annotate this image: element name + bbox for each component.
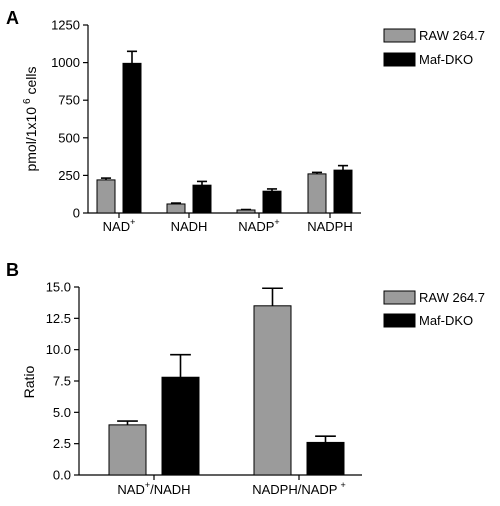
legend-label: RAW 264.7 [419, 28, 485, 43]
x-tick-sup: + [274, 217, 279, 227]
x-tick-sup: + [340, 480, 345, 490]
x-tick-label: NADPH/NADP + [252, 480, 346, 497]
legend-swatch [383, 28, 416, 43]
bar-raw-264-7 [307, 173, 327, 214]
x-tick-base: NADPH/NADP [252, 482, 337, 497]
x-tick-label: NADPH [307, 219, 353, 234]
y-tick-label: 7.5 [53, 374, 71, 389]
y-axis-label: Ratio [21, 365, 37, 398]
legend-swatch [383, 52, 416, 67]
y-axis-label-sup: 6 [22, 98, 33, 104]
bar-raw-264-7 [253, 305, 292, 476]
y-tick-label: 500 [58, 130, 80, 145]
x-tick-label: NADH [171, 219, 208, 234]
y-tick-label: 750 [58, 93, 80, 108]
x-tick-base: NADPH [307, 219, 353, 234]
bar-maf-dko [192, 184, 212, 214]
y-tick-label: 0 [73, 206, 80, 221]
x-tick-base: NADP [238, 219, 274, 234]
y-tick-label: 10.0 [46, 342, 71, 357]
y-tick-label: 5.0 [53, 405, 71, 420]
y-tick-label: 1250 [51, 18, 80, 33]
x-tick-sup: + [145, 480, 150, 490]
x-tick-base: NAD [117, 482, 144, 497]
panel-label: A [6, 8, 19, 28]
y-tick-label: 12.5 [46, 311, 71, 326]
y-axis-label-tail: cells [23, 66, 39, 98]
bar-maf-dko [333, 169, 353, 214]
x-tick-label: NAD+ [103, 217, 136, 234]
bar-maf-dko [262, 190, 282, 214]
bar-raw-264-7 [96, 179, 116, 214]
legend-label: RAW 264.7 [419, 290, 485, 305]
y-tick-label: 15.0 [46, 280, 71, 295]
x-tick-base: NADH [171, 219, 208, 234]
bar-raw-264-7 [108, 424, 147, 476]
legend-label: Maf-DKO [419, 52, 473, 67]
bar-raw-264-7 [166, 203, 186, 214]
y-tick-label: 250 [58, 168, 80, 183]
legend-swatch [383, 313, 416, 328]
x-tick-label: NAD+/NADH [117, 480, 190, 497]
bar-maf-dko [306, 441, 345, 476]
bar-maf-dko [122, 62, 142, 214]
y-tick-label: 1000 [51, 55, 80, 70]
x-tick-base: NAD [103, 219, 130, 234]
y-tick-label: 0.0 [53, 468, 71, 483]
y-axis-label-text: pmol/1x10 [23, 107, 39, 172]
legend-label: Maf-DKO [419, 313, 473, 328]
x-tick-label: NADP+ [238, 217, 279, 234]
bar-raw-264-7 [236, 209, 256, 214]
legend-swatch [383, 290, 416, 305]
x-tick-sup: + [130, 217, 135, 227]
panel-label: B [6, 260, 19, 280]
y-axis-label: pmol/1x10 6 cells [22, 66, 39, 171]
x-tick-tail: /NADH [150, 482, 190, 497]
y-tick-label: 2.5 [53, 436, 71, 451]
y-axis-label-text: Ratio [21, 365, 37, 398]
bar-maf-dko [161, 376, 200, 476]
